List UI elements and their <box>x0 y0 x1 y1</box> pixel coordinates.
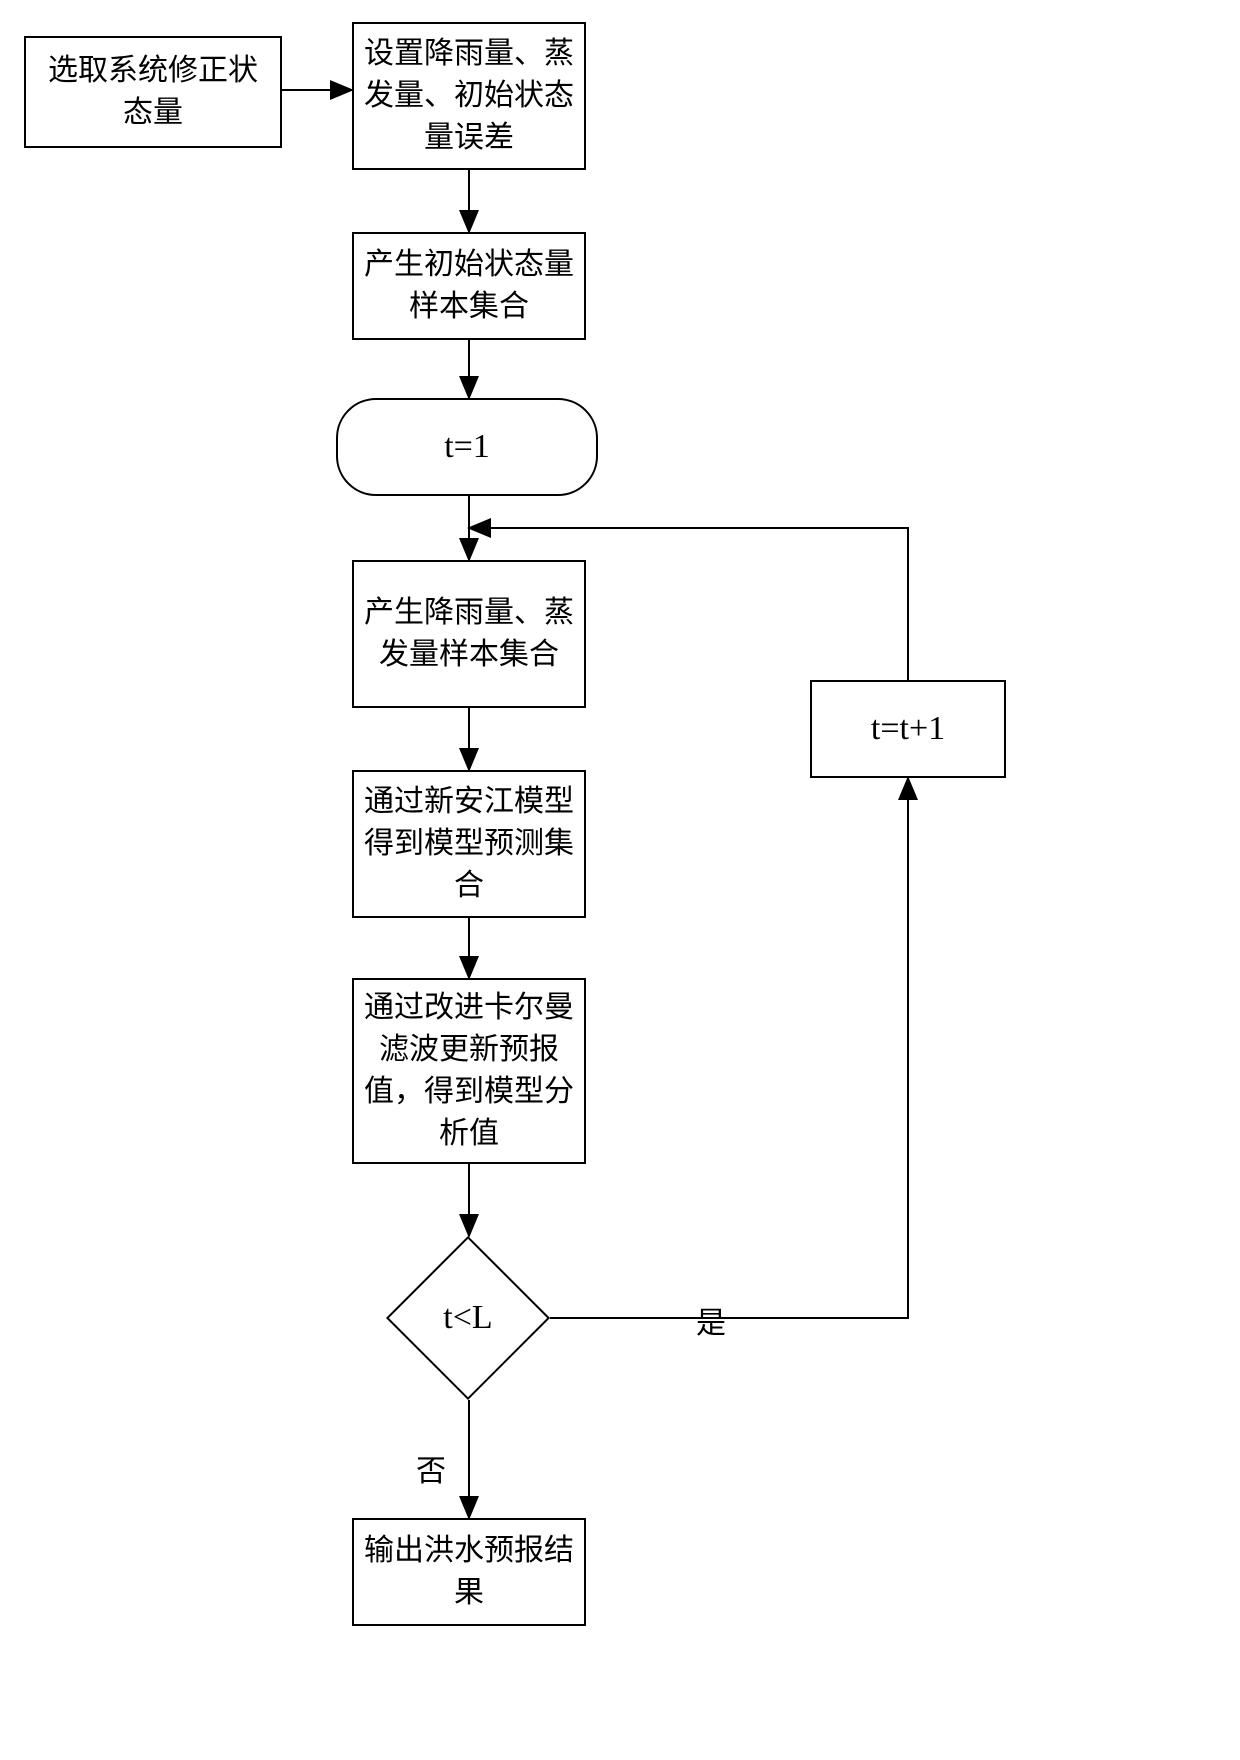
node-text: 通过新安江模型得到模型预测集合 <box>362 781 576 907</box>
node-text: 产生初始状态量样本集合 <box>362 244 576 328</box>
node-select-state: 选取系统修正状态量 <box>24 36 282 148</box>
node-t-equals-1: t=1 <box>336 398 598 496</box>
node-decision-t-lt-L: t<L <box>386 1236 550 1400</box>
node-init-samples: 产生初始状态量样本集合 <box>352 232 586 340</box>
node-text: 产生降雨量、蒸发量样本集合 <box>362 592 576 676</box>
node-output-result: 输出洪水预报结果 <box>352 1518 586 1626</box>
node-kalman-update: 通过改进卡尔曼滤波更新预报值，得到模型分析值 <box>352 978 586 1164</box>
node-set-errors: 设置降雨量、蒸发量、初始状态量误差 <box>352 22 586 170</box>
node-text: 通过改进卡尔曼滤波更新预报值，得到模型分析值 <box>362 987 576 1155</box>
node-t-increment: t=t+1 <box>810 680 1006 778</box>
flowchart-arrows <box>0 0 1240 1760</box>
node-text: t=t+1 <box>871 705 945 753</box>
node-gen-rain-evap: 产生降雨量、蒸发量样本集合 <box>352 560 586 708</box>
node-text: 选取系统修正状态量 <box>34 50 272 134</box>
edge-label-no: 否 <box>416 1446 446 1490</box>
node-text: 输出洪水预报结果 <box>362 1530 576 1614</box>
node-text: t=1 <box>444 428 490 466</box>
node-text: 设置降雨量、蒸发量、初始状态量误差 <box>362 33 576 159</box>
node-text: t<L <box>443 1299 492 1337</box>
node-xinanjiang-model: 通过新安江模型得到模型预测集合 <box>352 770 586 918</box>
edge-label-yes: 是 <box>696 1298 726 1342</box>
